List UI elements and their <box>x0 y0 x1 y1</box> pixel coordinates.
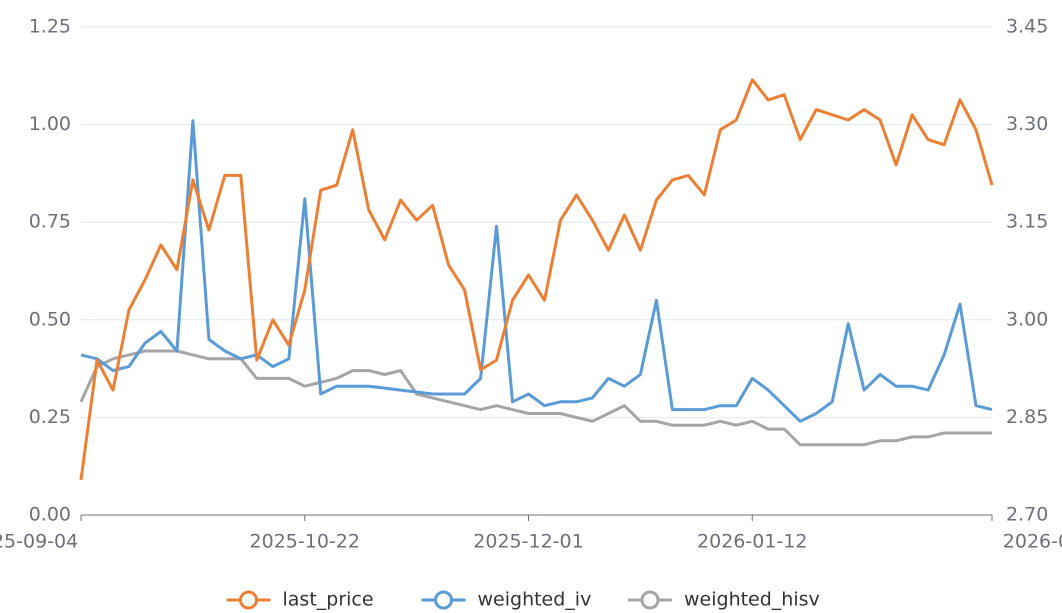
y2-tick-label: 3.15 <box>1006 211 1048 233</box>
x-tick-label: 2025-10-22 <box>250 531 360 553</box>
series-line <box>79 349 992 447</box>
legend: last_price weighted_iv weighted_hisv <box>226 589 820 611</box>
x-tick-label: 2026-01-12 <box>697 531 807 553</box>
legend-item[interactable]: last_price <box>226 589 374 611</box>
legend-icon-circle <box>640 590 660 610</box>
legend-icon-circle <box>434 590 453 610</box>
y-tick-label: 1.00 <box>29 113 71 135</box>
legend-item[interactable]: weighted_iv <box>421 589 592 611</box>
y-tick-label: 0.75 <box>29 211 71 233</box>
x-tick-label: 2025-12-01 <box>473 531 583 553</box>
series-line <box>80 119 993 423</box>
y2-tick-label: 3.45 <box>1006 16 1048 38</box>
legend-label: weighted_hisv <box>684 589 820 611</box>
series-line <box>79 78 994 481</box>
legend-item[interactable]: weighted_hisv <box>628 589 820 611</box>
x-tick-label: 2026-03-03 <box>1003 531 1062 553</box>
y2-tick-label: 2.70 <box>1006 504 1048 526</box>
y2-tick-label: 3.30 <box>1006 113 1048 135</box>
y-tick-label: 0.50 <box>29 308 71 330</box>
y2-tick-label: 3.00 <box>1006 308 1048 330</box>
y2-tick-label: 2.85 <box>1006 406 1048 428</box>
legend-icon-circle <box>239 590 258 610</box>
y-tick-label: 0.25 <box>29 406 71 428</box>
x-tick-label: 2025-09-04 <box>0 531 78 553</box>
legend-label: last_price <box>283 589 374 611</box>
legend-label: weighted_iv <box>478 589 592 611</box>
y-tick-label: 1.25 <box>29 16 71 38</box>
y-tick-label: 0.00 <box>29 504 71 526</box>
